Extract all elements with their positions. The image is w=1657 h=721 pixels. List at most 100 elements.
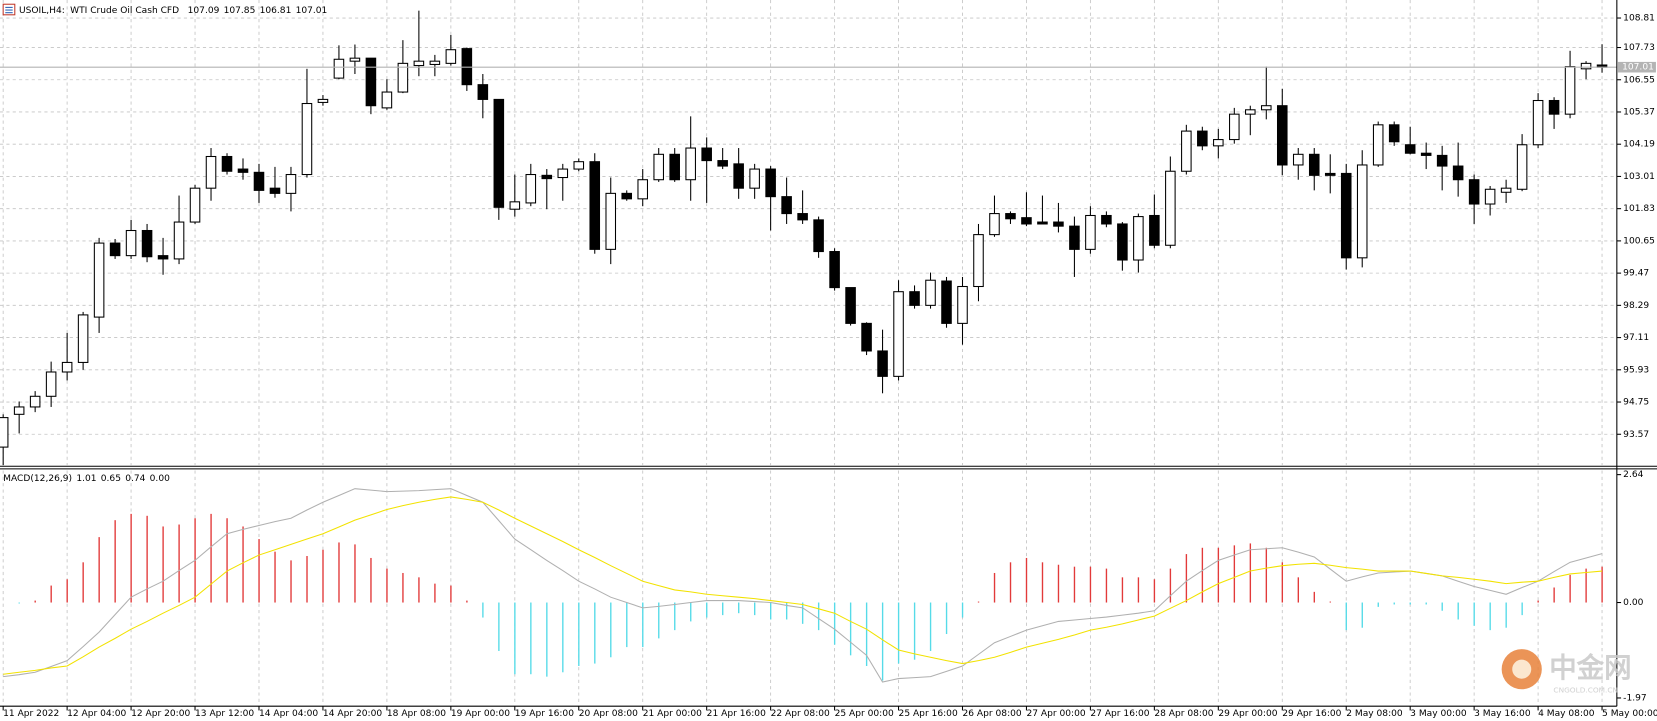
candle-body bbox=[1117, 223, 1128, 261]
y-tick-label: 106.55 bbox=[1623, 75, 1655, 85]
candle-body bbox=[989, 213, 1000, 236]
histogram-bar bbox=[258, 539, 260, 603]
indicator-value: 1.01 bbox=[76, 473, 96, 483]
x-tick-label: 27 Apr 00:00 bbox=[1026, 709, 1085, 719]
x-tick-label: 12 Apr 04:00 bbox=[67, 709, 126, 719]
histogram-bar bbox=[594, 602, 596, 664]
candle-body bbox=[1580, 62, 1592, 70]
x-tick-label: 18 Apr 08:00 bbox=[387, 709, 446, 719]
ohlc-low: 106.81 bbox=[260, 6, 292, 16]
candle-body bbox=[797, 213, 808, 221]
x-tick-label: 25 Apr 16:00 bbox=[899, 709, 958, 719]
y-tick-label: 94.75 bbox=[1623, 398, 1649, 408]
histogram-bar bbox=[322, 549, 324, 603]
histogram-bar bbox=[801, 602, 804, 624]
histogram-bar bbox=[1281, 562, 1284, 603]
x-tick-label: 12 Apr 20:00 bbox=[131, 709, 190, 719]
x-tick-label: 3 May 16:00 bbox=[1474, 709, 1531, 719]
candle-body bbox=[1245, 109, 1256, 115]
candle-body bbox=[301, 102, 313, 176]
histogram-bar bbox=[1377, 602, 1379, 607]
candle-body bbox=[1181, 130, 1192, 172]
y-tick-label: 2.64 bbox=[1623, 470, 1643, 480]
histogram-bar bbox=[578, 602, 580, 666]
histogram-bar bbox=[785, 602, 788, 620]
histogram-bar bbox=[1009, 562, 1012, 603]
candle-body bbox=[941, 280, 952, 324]
candle-body bbox=[701, 147, 712, 162]
candle-body bbox=[365, 57, 377, 107]
candle-body bbox=[77, 314, 89, 363]
current-price-label: 107.01 bbox=[1622, 63, 1654, 73]
candle-body bbox=[1197, 130, 1208, 147]
candle-body bbox=[269, 187, 281, 194]
histogram-bar bbox=[1569, 574, 1571, 603]
histogram-bar bbox=[562, 602, 564, 673]
histogram-bar bbox=[482, 602, 484, 618]
candle-body bbox=[141, 229, 153, 258]
candle-body bbox=[909, 291, 920, 306]
candle-body bbox=[1021, 217, 1032, 225]
candle-body bbox=[813, 219, 824, 253]
candle-body bbox=[1388, 124, 1400, 143]
candle-body bbox=[61, 361, 73, 373]
histogram-bar bbox=[1393, 602, 1395, 605]
histogram-bar bbox=[945, 602, 948, 635]
y-tick-label: 107.73 bbox=[1623, 43, 1655, 53]
candle-body bbox=[1292, 153, 1304, 166]
histogram-bar bbox=[130, 513, 132, 603]
histogram-bar bbox=[66, 579, 68, 603]
histogram-bar bbox=[1057, 564, 1060, 603]
x-tick-label: 22 Apr 08:00 bbox=[771, 709, 830, 719]
histogram-bar bbox=[961, 602, 964, 618]
candle-body bbox=[1500, 187, 1512, 193]
histogram-bar bbox=[1041, 562, 1044, 603]
histogram-bar bbox=[1521, 602, 1523, 616]
symbol-icon bbox=[2, 3, 16, 16]
indicator-line bbox=[3, 496, 1603, 675]
candle-body bbox=[1069, 225, 1080, 250]
histogram-bar bbox=[769, 602, 772, 620]
histogram-bar bbox=[817, 602, 820, 631]
histogram-bar bbox=[690, 602, 692, 622]
candle-body bbox=[109, 242, 121, 257]
histogram-bar bbox=[210, 513, 212, 603]
histogram-bar bbox=[1313, 591, 1315, 603]
symbol: USOIL,H4: bbox=[19, 6, 65, 16]
candle-body bbox=[333, 58, 345, 79]
candle-body bbox=[173, 221, 185, 260]
candle-body bbox=[589, 161, 601, 250]
histogram-bar bbox=[1425, 602, 1427, 605]
histogram-bar bbox=[1137, 577, 1140, 603]
y-tick-label: -1.97 bbox=[1623, 693, 1646, 703]
histogram-bar bbox=[418, 577, 420, 603]
candle-body bbox=[237, 168, 249, 173]
y-tick-label: 103.01 bbox=[1623, 172, 1655, 182]
histogram-bar bbox=[1345, 602, 1347, 631]
candle-body bbox=[93, 242, 105, 318]
candle-body bbox=[669, 153, 680, 181]
histogram-bar bbox=[1553, 587, 1555, 603]
histogram-bar bbox=[1121, 577, 1124, 603]
histogram-bar bbox=[1601, 566, 1603, 603]
candle-body bbox=[1261, 105, 1272, 111]
histogram-bar bbox=[610, 602, 612, 658]
candle-body bbox=[637, 179, 649, 200]
histogram-bar bbox=[1473, 602, 1475, 626]
histogram-bar bbox=[1457, 602, 1459, 620]
y-tick-label: 108.81 bbox=[1623, 14, 1655, 24]
candle-body bbox=[573, 161, 585, 170]
histogram-bar bbox=[18, 602, 20, 604]
histogram-bar bbox=[977, 601, 980, 603]
histogram-bar bbox=[146, 515, 148, 603]
candle-body bbox=[861, 322, 872, 352]
histogram-bar bbox=[274, 551, 276, 603]
histogram-bar bbox=[1233, 545, 1236, 603]
candle-body bbox=[1356, 164, 1368, 259]
histogram-bar bbox=[1441, 602, 1443, 611]
histogram-bar bbox=[114, 520, 116, 603]
ohlc-close: 107.01 bbox=[296, 6, 328, 16]
candle-body bbox=[1516, 144, 1528, 190]
histogram-bar bbox=[1105, 568, 1108, 603]
y-tick-label: 93.57 bbox=[1623, 430, 1649, 440]
